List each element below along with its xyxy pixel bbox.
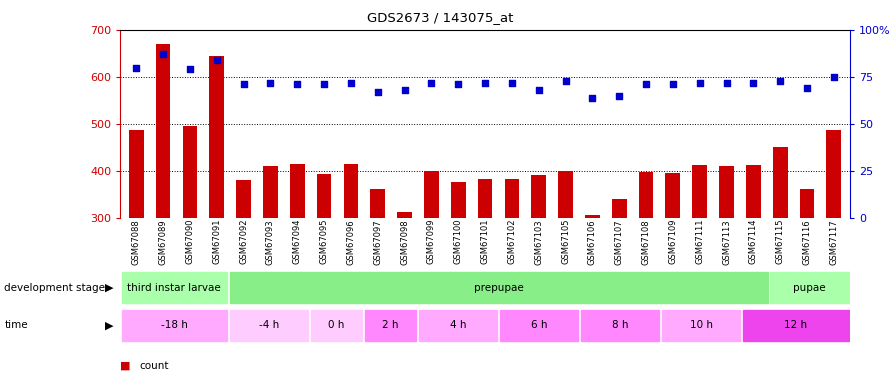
Point <box>586 94 600 100</box>
Text: count: count <box>140 361 169 370</box>
Bar <box>770 272 848 303</box>
Bar <box>230 310 308 341</box>
Point <box>692 80 707 86</box>
Text: GDS2673 / 143075_at: GDS2673 / 143075_at <box>368 11 514 24</box>
Point <box>210 57 224 63</box>
Bar <box>827 130 841 218</box>
Point <box>317 81 331 87</box>
Point <box>719 80 733 86</box>
Bar <box>746 165 761 218</box>
Bar <box>639 172 653 217</box>
Text: time: time <box>4 320 28 330</box>
Bar <box>500 310 578 341</box>
Point <box>344 80 358 86</box>
Bar <box>666 172 680 217</box>
Bar <box>799 189 814 217</box>
Point <box>773 78 788 84</box>
Bar <box>581 310 659 341</box>
Bar <box>365 310 417 341</box>
Bar <box>531 176 546 217</box>
Point <box>746 80 760 86</box>
Text: third instar larvae: third instar larvae <box>127 283 221 293</box>
Text: 4 h: 4 h <box>449 320 466 330</box>
Text: ▶: ▶ <box>105 320 114 330</box>
Point <box>290 81 304 87</box>
Point <box>639 81 653 87</box>
Bar <box>478 178 492 218</box>
Bar <box>505 178 519 218</box>
Point <box>505 80 519 86</box>
Point <box>370 89 384 95</box>
Text: 8 h: 8 h <box>612 320 628 330</box>
Bar <box>611 199 627 217</box>
Bar <box>317 174 331 217</box>
Bar <box>585 215 600 217</box>
Text: 6 h: 6 h <box>530 320 547 330</box>
Point <box>129 64 143 70</box>
Bar <box>719 166 734 218</box>
Bar <box>397 212 412 217</box>
Bar <box>558 171 573 217</box>
Bar <box>451 182 465 218</box>
Text: -18 h: -18 h <box>161 320 188 330</box>
Bar <box>370 189 385 217</box>
Point <box>478 80 492 86</box>
Point <box>612 93 627 99</box>
Bar <box>743 310 848 341</box>
Text: ■: ■ <box>120 361 131 370</box>
Bar <box>236 180 251 218</box>
Point <box>531 87 546 93</box>
Text: -4 h: -4 h <box>259 320 279 330</box>
Point <box>425 80 439 86</box>
Point <box>156 51 170 57</box>
Bar <box>419 310 498 341</box>
Text: 12 h: 12 h <box>784 320 807 330</box>
Text: prepupae: prepupae <box>473 283 523 293</box>
Bar <box>129 130 143 218</box>
Bar <box>209 56 224 217</box>
Point <box>827 74 841 80</box>
Point <box>666 81 680 87</box>
Bar <box>692 165 707 218</box>
Point <box>398 87 412 93</box>
Bar <box>263 166 278 218</box>
Bar <box>156 44 171 218</box>
Bar <box>182 126 198 218</box>
Bar <box>424 171 439 217</box>
Text: pupae: pupae <box>793 283 826 293</box>
Bar <box>290 164 304 218</box>
Text: 0 h: 0 h <box>328 320 344 330</box>
Point <box>800 85 814 91</box>
Bar <box>662 310 740 341</box>
Bar <box>311 310 362 341</box>
Text: 10 h: 10 h <box>690 320 713 330</box>
Text: development stage: development stage <box>4 283 105 293</box>
Point <box>182 66 197 72</box>
Bar <box>773 147 788 218</box>
Bar <box>122 310 227 341</box>
Point <box>263 80 278 86</box>
Text: 2 h: 2 h <box>382 320 399 330</box>
Point <box>451 81 465 87</box>
Bar <box>230 272 767 303</box>
Point <box>237 81 251 87</box>
Text: ▶: ▶ <box>105 283 114 293</box>
Point <box>558 78 572 84</box>
Bar <box>344 164 359 218</box>
Bar <box>122 272 227 303</box>
